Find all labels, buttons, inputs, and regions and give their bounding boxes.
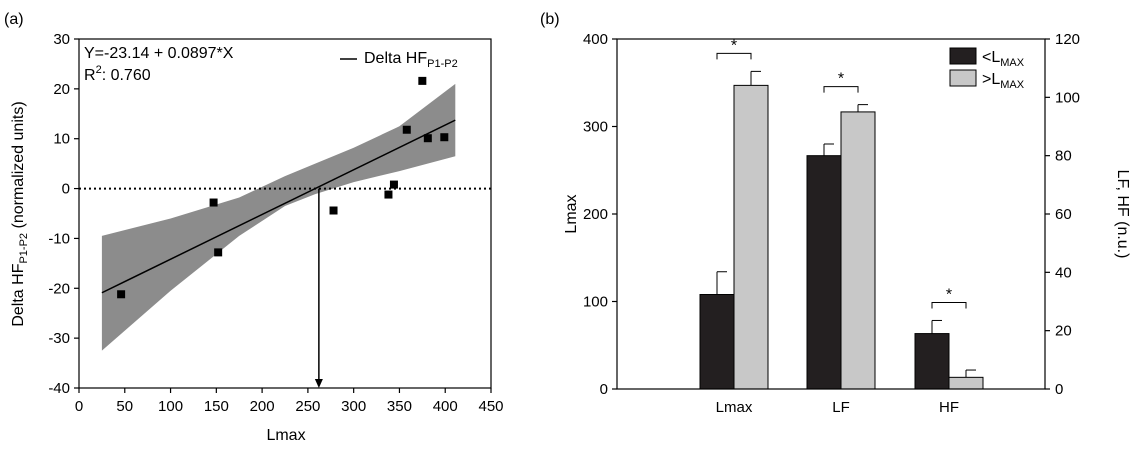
significance-brackets: * * * bbox=[716, 37, 967, 309]
bar bbox=[733, 84, 769, 390]
x-tick-label: 50 bbox=[116, 398, 133, 415]
data-point bbox=[402, 125, 411, 134]
significance-star: * bbox=[731, 37, 737, 54]
data-points bbox=[117, 76, 449, 299]
y-axis-label-sub: P1-P2 bbox=[18, 233, 30, 264]
y-axis-label-right: LF, HF (n.u.) bbox=[1114, 170, 1131, 259]
legend-label-below-lmax: <LMAX bbox=[982, 49, 1025, 69]
data-point bbox=[214, 248, 223, 257]
y-tick-label-right: 20 bbox=[1055, 323, 1072, 340]
x-axis-ticks-a: 0 50 100 150 200 250 300 350 400 450 bbox=[75, 388, 504, 415]
x-tick-label: 0 bbox=[75, 398, 83, 415]
error-bars bbox=[716, 70, 976, 378]
y-tick-label: -40 bbox=[48, 380, 70, 397]
y-tick-label-left: 100 bbox=[583, 294, 608, 311]
bar bbox=[806, 155, 842, 390]
y-tick-label-right: 40 bbox=[1055, 264, 1072, 281]
y-tick-label-right: 120 bbox=[1055, 31, 1080, 48]
regression-line bbox=[101, 119, 456, 294]
significance-star: * bbox=[946, 286, 952, 303]
data-point bbox=[389, 180, 398, 189]
legend-lt-prefix: <L bbox=[982, 49, 1000, 66]
y-tick-label: 10 bbox=[53, 131, 70, 148]
significance-bracket bbox=[716, 52, 752, 60]
legend-label-a: Delta HFP1-P2 bbox=[364, 50, 458, 70]
y-tick-label: -10 bbox=[48, 230, 70, 247]
significance-bracket bbox=[823, 86, 859, 93]
legend-lt-sub: MAX bbox=[1000, 57, 1025, 69]
y-axis-ticks-a: -40 -30 -20 -10 0 10 20 30 bbox=[48, 31, 79, 397]
panel-a: (a) 0 50 100 150 200 250 300 350 400 450 -40-30-2… bbox=[4, 11, 504, 444]
bar bbox=[914, 333, 950, 390]
data-point bbox=[423, 134, 432, 143]
x-category-label: LF bbox=[832, 399, 850, 416]
data-point bbox=[418, 76, 427, 85]
panel-a-label: (a) bbox=[4, 11, 24, 28]
arrow-head bbox=[314, 379, 323, 388]
y-tick-label-left: 200 bbox=[583, 206, 608, 223]
r2-prefix: R bbox=[84, 67, 96, 84]
legend-swatch-below-lmax bbox=[949, 47, 977, 65]
regression-fit-line bbox=[101, 119, 456, 294]
r-squared: R2: 0.760 bbox=[84, 64, 151, 84]
y-tick-label-right: 0 bbox=[1055, 381, 1063, 398]
y-tick-label-left: 400 bbox=[583, 31, 608, 48]
significance-star: * bbox=[838, 71, 844, 88]
data-point bbox=[384, 190, 393, 199]
regression-equation: Y=-23.14 + 0.0897*X bbox=[84, 45, 234, 62]
x-category-label: HF bbox=[939, 399, 959, 416]
y-tick-label-left: 0 bbox=[600, 381, 608, 398]
x-tick-label: 200 bbox=[250, 398, 275, 415]
y-tick-label-right: 60 bbox=[1055, 206, 1072, 223]
data-point bbox=[117, 290, 126, 299]
data-point bbox=[440, 133, 449, 142]
data-point bbox=[209, 198, 218, 207]
legend-gt-prefix: >L bbox=[982, 71, 1000, 88]
y-axis-ticks-right: 0 20 40 60 80 100 120 bbox=[1045, 31, 1080, 398]
y-tick-label-right: 100 bbox=[1055, 89, 1080, 106]
x-tick-label: 400 bbox=[433, 398, 458, 415]
data-point bbox=[329, 206, 338, 215]
legend-sub-a: P1-P2 bbox=[427, 58, 458, 70]
y-axis-ticks-left: 0 100 200 300 400 bbox=[583, 31, 617, 398]
y-tick-label: 30 bbox=[53, 31, 70, 48]
y-axis-label-left: Lmax bbox=[563, 194, 580, 233]
y-tick-label: -30 bbox=[48, 330, 70, 347]
legend-swatch-above-lmax bbox=[949, 69, 977, 87]
r2-sup: 2 bbox=[96, 64, 102, 76]
x-category-label: Lmax bbox=[716, 399, 753, 416]
x-tick-label: 450 bbox=[478, 398, 503, 415]
confidence-band-area bbox=[101, 83, 456, 351]
plot-frame-a bbox=[78, 38, 492, 389]
intercept-arrow bbox=[314, 188, 323, 388]
confidence-band bbox=[101, 83, 456, 351]
x-tick-label: 350 bbox=[387, 398, 412, 415]
x-axis-label-a: Lmax bbox=[266, 427, 305, 444]
x-category-labels: Lmax LF HF bbox=[716, 399, 959, 416]
bar bbox=[699, 294, 735, 390]
legend-gt-sub: MAX bbox=[1000, 79, 1025, 91]
bars bbox=[699, 84, 984, 390]
r2-value: : 0.760 bbox=[102, 67, 151, 84]
x-tick-label: 300 bbox=[341, 398, 366, 415]
panel-b: (b) * * * 0 100 200 300 400 0 20 40 60 80 100 120 Lm… bbox=[540, 11, 1131, 416]
y-axis-label-tail: (normalized units) bbox=[10, 101, 27, 233]
y-tick-label: 0 bbox=[62, 181, 70, 198]
y-axis-label-main: Delta HF bbox=[10, 263, 27, 326]
bar bbox=[948, 376, 984, 390]
legend-text-a: Delta HF bbox=[364, 50, 427, 67]
x-tick-label: 250 bbox=[295, 398, 320, 415]
y-axis-label-a: Delta HFP1-P2 (normalized units) bbox=[10, 101, 30, 326]
x-tick-label: 150 bbox=[204, 398, 229, 415]
legend-label-above-lmax: >LMAX bbox=[982, 71, 1025, 91]
y-tick-label: 20 bbox=[53, 81, 70, 98]
y-tick-label: -20 bbox=[48, 280, 70, 297]
y-tick-label-right: 80 bbox=[1055, 148, 1072, 165]
bar bbox=[840, 111, 876, 390]
panel-b-label: (b) bbox=[540, 11, 560, 28]
y-tick-label-left: 300 bbox=[583, 119, 608, 136]
x-tick-label: 100 bbox=[158, 398, 183, 415]
significance-bracket bbox=[931, 301, 967, 309]
